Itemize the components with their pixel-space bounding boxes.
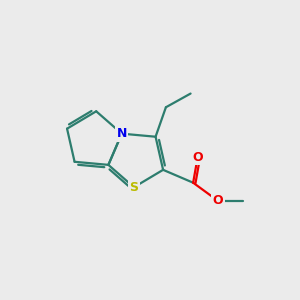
Text: O: O <box>192 151 203 164</box>
Text: O: O <box>212 194 223 207</box>
Text: S: S <box>129 181 138 194</box>
Text: N: N <box>117 127 127 140</box>
